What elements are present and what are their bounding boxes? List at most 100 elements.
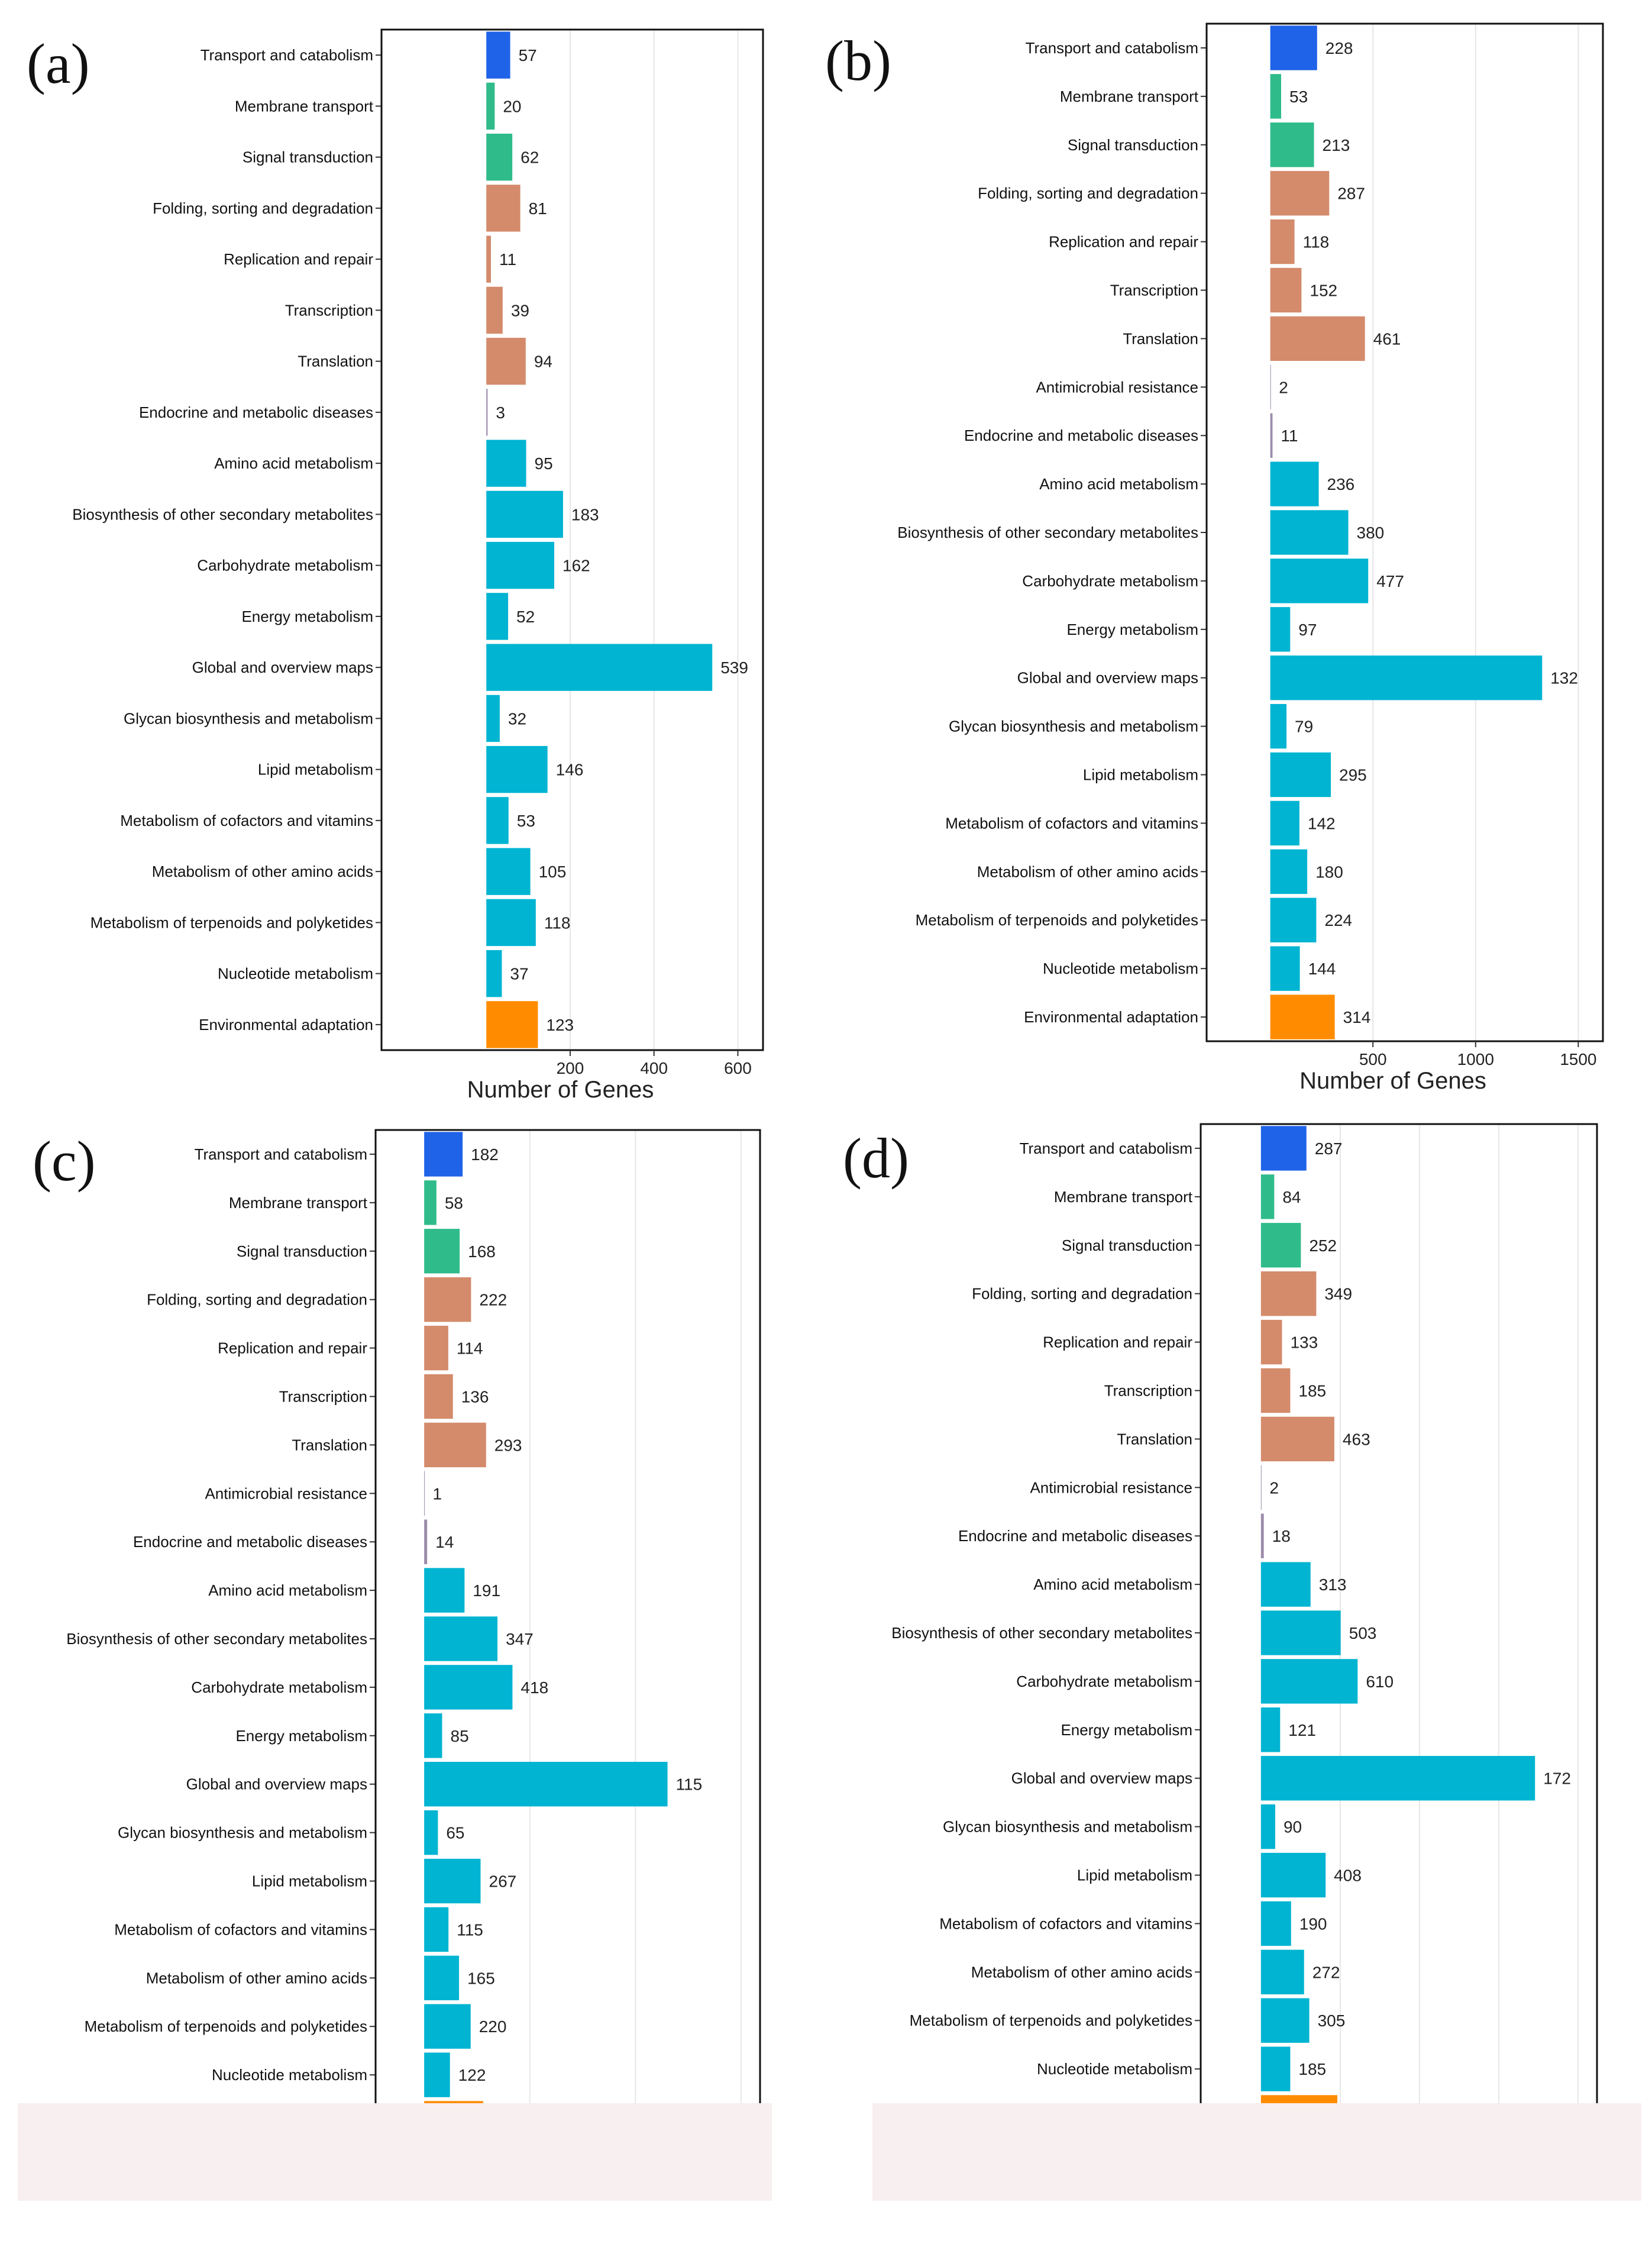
- panel-label: (d): [843, 1126, 909, 1190]
- value-label-nucleotide-metabolism: 144: [1308, 960, 1336, 978]
- category-label-carbohydrate-metabolism: Carbohydrate metabolism: [1022, 572, 1198, 590]
- bar-biosynthesis-of-other-secondary-metabolites: [1260, 1610, 1341, 1655]
- bar-membrane-transport: [424, 1180, 437, 1225]
- bar-translation: [1260, 1416, 1334, 1462]
- category-label-folding-sorting-and-degradation: Folding, sorting and degradation: [972, 1285, 1192, 1303]
- bar-signal-transduction: [1260, 1223, 1301, 1268]
- value-label-transport-and-catabolism: 57: [519, 46, 537, 64]
- value-label-carbohydrate-metabolism: 477: [1376, 572, 1404, 590]
- x-tick-label: 400: [640, 1059, 668, 1077]
- bar-folding-sorting-and-degradation: [1270, 170, 1330, 216]
- value-label-biosynthesis-of-other-secondary-metabolites: 183: [571, 505, 599, 524]
- category-label-biosynthesis-of-other-secondary-metabolites: Biosynthesis of other secondary metaboli…: [891, 1624, 1192, 1642]
- category-label-lipid-metabolism: Lipid metabolism: [1083, 766, 1198, 784]
- bar-biosynthesis-of-other-secondary-metabolites: [424, 1616, 498, 1661]
- category-label-glycan-biosynthesis-and-metabolism: Glycan biosynthesis and metabolism: [943, 1818, 1192, 1836]
- bar-transcription: [486, 286, 503, 334]
- value-label-lipid-metabolism: 146: [556, 761, 584, 779]
- category-label-glycan-biosynthesis-and-metabolism: Glycan biosynthesis and metabolism: [118, 1824, 367, 1842]
- bar-replication-and-repair: [1270, 219, 1295, 264]
- value-label-signal-transduction: 168: [468, 1242, 496, 1261]
- value-label-membrane-transport: 53: [1289, 88, 1308, 106]
- category-label-global-and-overview-maps: Global and overview maps: [192, 658, 373, 676]
- category-label-biosynthesis-of-other-secondary-metabolites: Biosynthesis of other secondary metaboli…: [66, 1630, 367, 1648]
- category-label-metabolism-of-other-amino-acids: Metabolism of other amino acids: [971, 1963, 1192, 1981]
- value-label-lipid-metabolism: 408: [1334, 1867, 1362, 1885]
- bar-metabolism-of-terpenoids-and-polyketides: [424, 2004, 471, 2049]
- bar-endocrine-and-metabolic-diseases: [1260, 1513, 1264, 1558]
- category-label-translation: Translation: [1123, 330, 1198, 347]
- panel-label: (a): [27, 32, 90, 95]
- value-label-translation: 463: [1343, 1430, 1370, 1448]
- bar-endocrine-and-metabolic-diseases: [486, 389, 488, 436]
- value-label-antimicrobial-resistance: 2: [1269, 1478, 1279, 1497]
- value-label-energy-metabolism: 97: [1298, 621, 1317, 639]
- bar-folding-sorting-and-degradation: [1260, 1271, 1317, 1316]
- bar-transcription: [1270, 267, 1302, 313]
- category-label-translation: Translation: [292, 1436, 367, 1454]
- bar-transcription: [1260, 1368, 1291, 1413]
- value-label-transcription: 136: [461, 1387, 489, 1406]
- background-strip-right: [872, 2103, 1641, 2201]
- value-label-lipid-metabolism: 295: [1339, 766, 1367, 784]
- value-label-amino-acid-metabolism: 313: [1319, 1575, 1347, 1594]
- panel-label: (b): [825, 29, 891, 92]
- bar-biosynthesis-of-other-secondary-metabolites: [486, 490, 563, 538]
- bar-antimicrobial-resistance: [1270, 364, 1271, 409]
- category-label-antimicrobial-resistance: Antimicrobial resistance: [1030, 1478, 1192, 1496]
- bar-amino-acid-metabolism: [424, 1568, 465, 1613]
- value-label-biosynthesis-of-other-secondary-metabolites: 503: [1349, 1624, 1377, 1642]
- value-label-metabolism-of-other-amino-acids: 105: [539, 863, 567, 881]
- category-label-signal-transduction: Signal transduction: [237, 1242, 367, 1260]
- bar-amino-acid-metabolism: [1270, 461, 1319, 506]
- category-label-endocrine-and-metabolic-diseases: Endocrine and metabolic diseases: [958, 1527, 1192, 1545]
- value-label-global-and-overview-maps: 115: [676, 1775, 703, 1794]
- bar-energy-metabolism: [1260, 1707, 1281, 1752]
- bar-lipid-metabolism: [486, 745, 548, 793]
- bar-energy-metabolism: [486, 593, 509, 640]
- value-label-replication-and-repair: 118: [1303, 233, 1330, 251]
- value-label-transport-and-catabolism: 228: [1326, 39, 1353, 57]
- bar-nucleotide-metabolism: [1270, 946, 1300, 991]
- value-label-metabolism-of-cofactors-and-vitamins: 142: [1308, 814, 1336, 832]
- value-label-glycan-biosynthesis-and-metabolism: 65: [446, 1824, 464, 1842]
- category-label-replication-and-repair: Replication and repair: [224, 250, 373, 268]
- bar-global-and-overview-maps: [1260, 1756, 1535, 1801]
- category-label-nucleotide-metabolism: Nucleotide metabolism: [1037, 2060, 1192, 2078]
- category-label-membrane-transport: Membrane transport: [229, 1194, 368, 1212]
- category-label-metabolism-of-cofactors-and-vitamins: Metabolism of cofactors and vitamins: [114, 1920, 367, 1938]
- category-label-nucleotide-metabolism: Nucleotide metabolism: [212, 2066, 367, 2084]
- value-label-carbohydrate-metabolism: 162: [562, 557, 590, 575]
- category-label-carbohydrate-metabolism: Carbohydrate metabolism: [1016, 1672, 1192, 1690]
- bar-folding-sorting-and-degradation: [486, 185, 521, 232]
- value-label-biosynthesis-of-other-secondary-metabolites: 347: [506, 1630, 534, 1648]
- category-label-carbohydrate-metabolism: Carbohydrate metabolism: [197, 557, 373, 574]
- bar-global-and-overview-maps: [486, 644, 713, 691]
- category-label-metabolism-of-other-amino-acids: Metabolism of other amino acids: [977, 863, 1198, 880]
- category-label-endocrine-and-metabolic-diseases: Endocrine and metabolic diseases: [133, 1533, 367, 1551]
- category-label-energy-metabolism: Energy metabolism: [241, 608, 373, 625]
- category-label-nucleotide-metabolism: Nucleotide metabolism: [218, 965, 373, 983]
- bar-transport-and-catabolism: [1260, 1126, 1307, 1171]
- category-label-transcription: Transcription: [279, 1387, 367, 1405]
- bar-metabolism-of-terpenoids-and-polyketides: [1260, 1998, 1310, 2043]
- value-label-biosynthesis-of-other-secondary-metabolites: 380: [1357, 524, 1385, 542]
- x-tick-label: 200: [557, 1059, 584, 1077]
- category-label-lipid-metabolism: Lipid metabolism: [1077, 1867, 1192, 1884]
- category-label-signal-transduction: Signal transduction: [1068, 136, 1198, 154]
- bar-replication-and-repair: [424, 1325, 448, 1371]
- value-label-glycan-biosynthesis-and-metabolism: 32: [508, 709, 526, 728]
- value-label-signal-transduction: 62: [521, 148, 539, 167]
- value-label-global-and-overview-maps: 539: [720, 658, 748, 677]
- value-label-translation: 293: [494, 1436, 522, 1454]
- value-label-global-and-overview-maps: 132: [1550, 669, 1578, 687]
- category-label-transcription: Transcription: [285, 301, 373, 319]
- value-label-metabolism-of-cofactors-and-vitamins: 53: [517, 812, 535, 830]
- value-label-amino-acid-metabolism: 236: [1327, 475, 1355, 493]
- value-label-replication-and-repair: 11: [499, 250, 516, 269]
- category-label-transport-and-catabolism: Transport and catabolism: [1026, 39, 1198, 57]
- category-label-metabolism-of-terpenoids-and-polyketides: Metabolism of terpenoids and polyketides: [910, 2011, 1192, 2029]
- value-label-replication-and-repair: 114: [457, 1339, 483, 1358]
- category-label-endocrine-and-metabolic-diseases: Endocrine and metabolic diseases: [964, 427, 1198, 444]
- plot-frame: [1200, 1123, 1598, 2143]
